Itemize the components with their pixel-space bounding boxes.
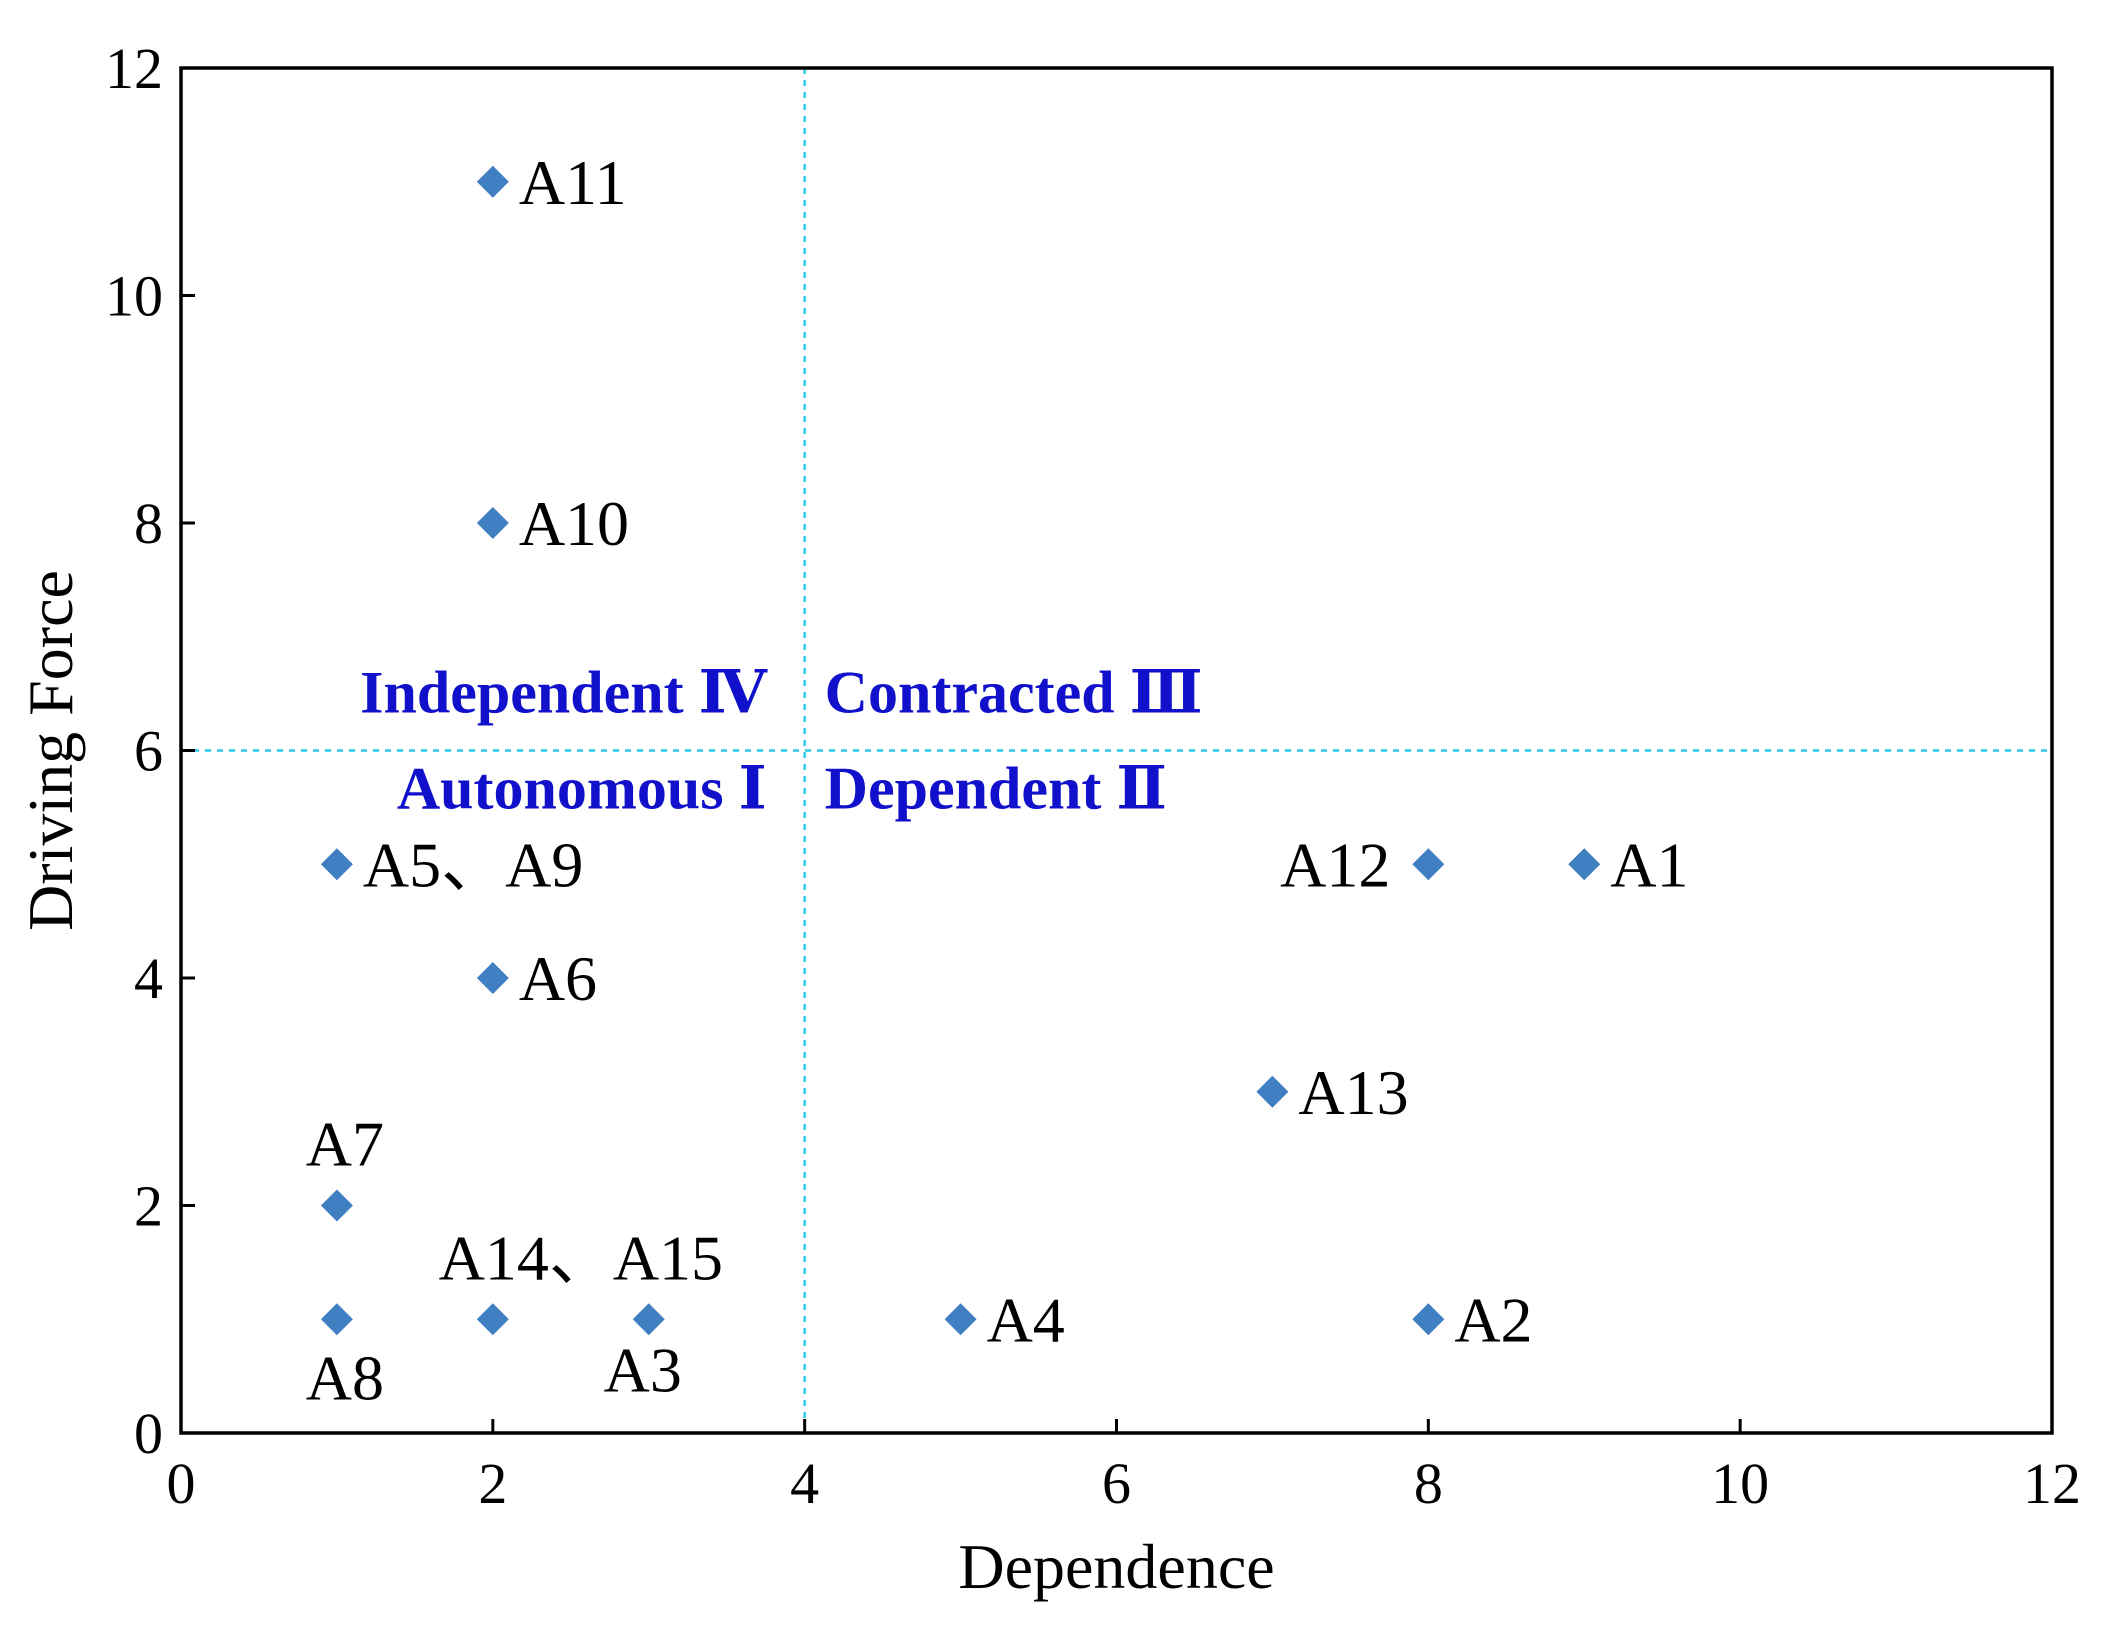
- data-point-marker: [476, 1303, 509, 1336]
- x-tick-label: 12: [2023, 1451, 2081, 1516]
- x-tick-label: 8: [1414, 1451, 1443, 1516]
- quadrant-label-upper-left: Independent Ⅳ: [360, 660, 767, 726]
- data-point-marker: [1412, 848, 1445, 881]
- point-label: A14、A15: [439, 1222, 723, 1293]
- quadrant-label-lower-left: Autonomous Ⅰ: [397, 756, 767, 822]
- point-label: A2: [1454, 1284, 1532, 1355]
- quadrant-label-upper-right: Contracted Ⅲ: [825, 660, 1203, 726]
- x-tick-label: 2: [478, 1451, 507, 1516]
- data-points: [320, 165, 1601, 1336]
- data-point-marker: [476, 962, 509, 994]
- point-label: A6: [519, 943, 597, 1014]
- axis-ticks: 0 2 4 6 8 10 12 0 2 4 6 8 10 12: [105, 36, 2081, 1516]
- x-tick-label: 10: [1711, 1451, 1769, 1516]
- data-point-marker: [320, 848, 353, 881]
- point-label: A12: [1280, 829, 1390, 900]
- point-label: A8: [306, 1342, 384, 1413]
- data-point-marker: [1256, 1075, 1289, 1108]
- y-axis-title: Driving Force: [15, 570, 86, 931]
- y-tick-label: 4: [134, 946, 163, 1011]
- point-labels: A11 A10 A5、A9 A6 A7 A8 A14、A15 A3 A4 A2 A13 A12 A1: [306, 147, 1689, 1414]
- x-axis-title: Dependence: [958, 1531, 1274, 1602]
- y-tick-label: 12: [105, 36, 163, 101]
- data-point-marker: [1568, 848, 1601, 881]
- x-tick-label: 6: [1102, 1451, 1131, 1516]
- point-label: A10: [519, 488, 629, 559]
- data-point-marker: [320, 1303, 353, 1336]
- data-point-marker: [476, 507, 509, 539]
- x-tick-label: 4: [790, 1451, 819, 1516]
- quadrant-labels: Independent Ⅳ Contracted Ⅲ Autonomous Ⅰ Dep…: [360, 660, 1203, 822]
- point-label: A13: [1298, 1057, 1408, 1128]
- point-label: A5、A9: [363, 829, 583, 900]
- y-tick-label: 10: [105, 264, 163, 329]
- point-label: A1: [1610, 829, 1688, 900]
- point-label: A4: [987, 1284, 1065, 1355]
- x-tick-label: 0: [167, 1451, 196, 1516]
- data-point-marker: [476, 165, 509, 198]
- point-label: A3: [604, 1334, 682, 1405]
- y-tick-label: 2: [134, 1174, 163, 1239]
- quadrant-label-lower-right: Dependent Ⅱ: [825, 756, 1167, 822]
- data-point-marker: [632, 1303, 665, 1336]
- y-tick-label: 6: [134, 719, 163, 784]
- data-point-marker: [1412, 1303, 1445, 1336]
- y-tick-label: 8: [134, 491, 163, 556]
- data-point-marker: [320, 1189, 353, 1222]
- data-point-marker: [944, 1303, 977, 1336]
- point-label: A7: [306, 1109, 384, 1180]
- y-tick-label: 0: [134, 1401, 163, 1466]
- point-label: A11: [519, 147, 627, 218]
